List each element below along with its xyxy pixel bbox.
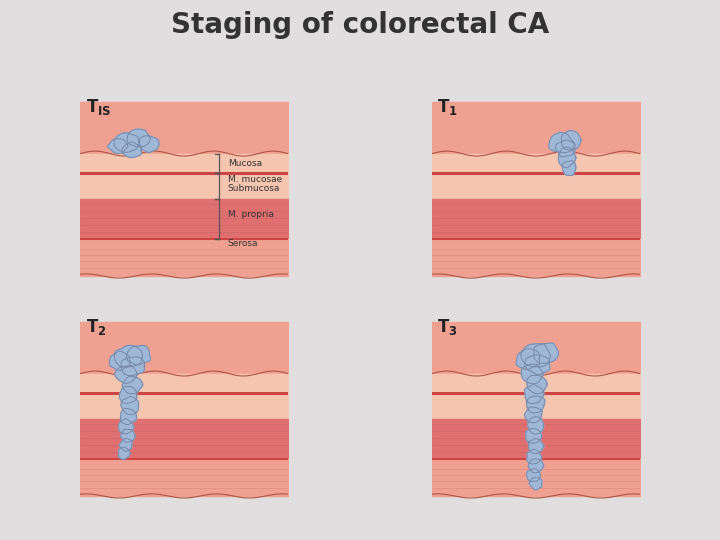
- Polygon shape: [122, 142, 142, 158]
- Polygon shape: [528, 459, 544, 472]
- Polygon shape: [559, 147, 576, 168]
- Polygon shape: [109, 351, 130, 371]
- Text: M. mucosae: M. mucosae: [228, 175, 282, 184]
- Polygon shape: [527, 449, 541, 464]
- Polygon shape: [114, 133, 139, 152]
- Polygon shape: [121, 396, 138, 414]
- Polygon shape: [521, 343, 550, 367]
- Polygon shape: [555, 140, 575, 157]
- Text: Mucosa: Mucosa: [228, 159, 262, 168]
- Polygon shape: [139, 136, 159, 152]
- Text: Serosa: Serosa: [228, 239, 258, 248]
- Polygon shape: [118, 419, 134, 434]
- Text: $\mathregular{T_{IS}}$: $\mathregular{T_{IS}}$: [86, 97, 111, 117]
- Text: Staging of colorectal CA: Staging of colorectal CA: [171, 11, 549, 39]
- Polygon shape: [525, 355, 550, 375]
- Polygon shape: [516, 349, 539, 369]
- Polygon shape: [127, 346, 150, 365]
- Polygon shape: [527, 375, 547, 394]
- Polygon shape: [549, 132, 574, 153]
- Polygon shape: [526, 469, 540, 482]
- Polygon shape: [528, 417, 544, 434]
- Text: Submucosa: Submucosa: [228, 184, 280, 193]
- Text: $\mathregular{T_3}$: $\mathregular{T_3}$: [437, 317, 458, 337]
- Polygon shape: [127, 129, 150, 147]
- Polygon shape: [107, 139, 128, 153]
- Polygon shape: [562, 131, 581, 150]
- Polygon shape: [562, 161, 576, 176]
- Polygon shape: [521, 364, 544, 383]
- Text: M. propria: M. propria: [228, 210, 274, 219]
- Polygon shape: [120, 429, 135, 442]
- Polygon shape: [118, 447, 130, 460]
- Polygon shape: [114, 366, 138, 383]
- Polygon shape: [120, 386, 137, 403]
- Polygon shape: [528, 438, 544, 454]
- Polygon shape: [526, 428, 541, 443]
- Text: $\mathregular{T_1}$: $\mathregular{T_1}$: [437, 97, 458, 117]
- Polygon shape: [529, 478, 542, 490]
- Text: $\mathregular{T_2}$: $\mathregular{T_2}$: [86, 317, 106, 337]
- Polygon shape: [524, 384, 544, 403]
- Polygon shape: [120, 408, 137, 424]
- Polygon shape: [122, 376, 143, 394]
- Polygon shape: [114, 345, 143, 367]
- Polygon shape: [534, 343, 559, 363]
- Polygon shape: [524, 407, 542, 423]
- Polygon shape: [120, 438, 132, 451]
- Polygon shape: [526, 396, 545, 413]
- Polygon shape: [121, 357, 145, 376]
